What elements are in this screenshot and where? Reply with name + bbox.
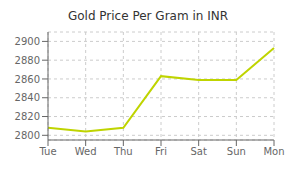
html-text:Gold Price Per Gram in INR: Gold Price Per Gram in INR bbox=[67, 9, 229, 23]
svg-text:2900: 2900 bbox=[15, 36, 40, 47]
svg-text:Wed: Wed bbox=[75, 146, 97, 157]
svg-text:2800: 2800 bbox=[15, 130, 40, 141]
svg-text:Sun: Sun bbox=[227, 146, 246, 157]
svg-text:Thu: Thu bbox=[113, 146, 133, 157]
svg-text:2840: 2840 bbox=[15, 92, 40, 103]
svg-text:Mon: Mon bbox=[263, 146, 284, 157]
svg-text:Sat: Sat bbox=[190, 146, 206, 157]
svg-text:Tue: Tue bbox=[38, 146, 56, 157]
svg-text:2820: 2820 bbox=[15, 111, 40, 122]
svg-text:Fri: Fri bbox=[155, 146, 167, 157]
svg-text:2880: 2880 bbox=[15, 55, 40, 66]
svg-text:2860: 2860 bbox=[15, 74, 40, 85]
